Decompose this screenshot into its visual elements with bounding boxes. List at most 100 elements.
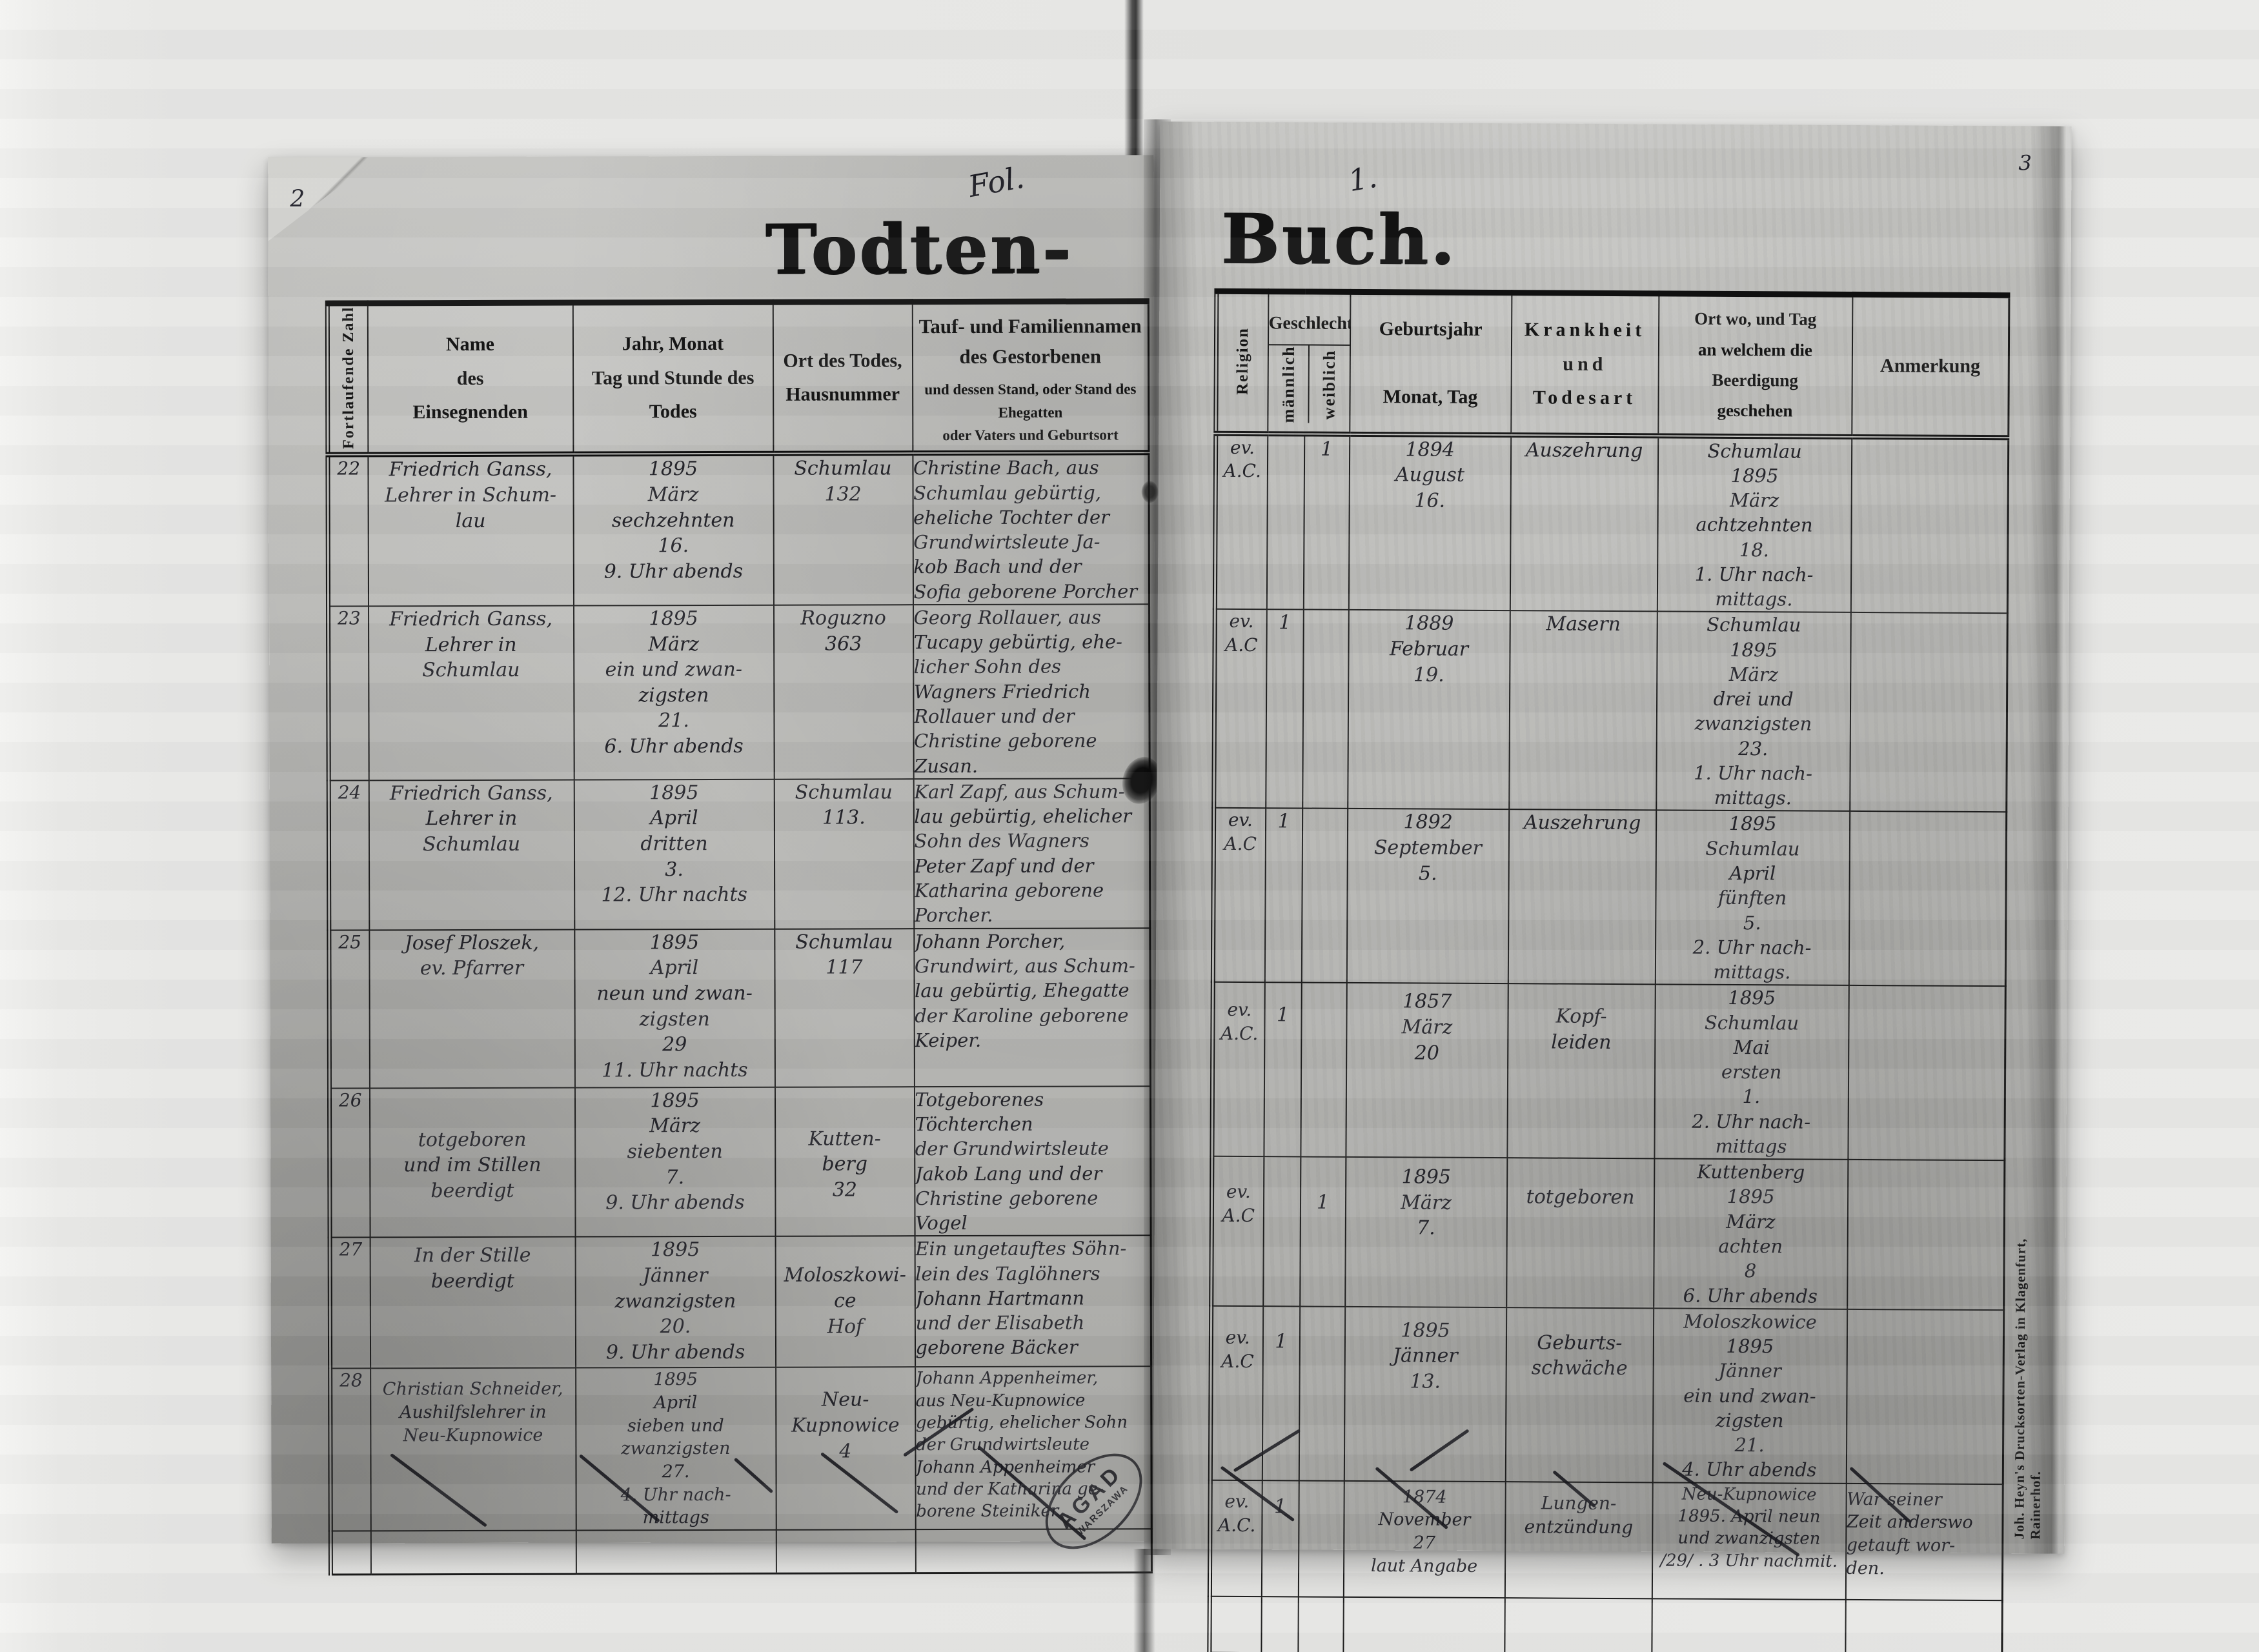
header-row: Religion Geschlecht männlich weiblich Ge… <box>1215 291 2009 438</box>
empty-cell <box>915 1528 1152 1573</box>
cell-ort: Roguzno 363 <box>773 605 914 780</box>
column-header-maennlich: männlich <box>1278 345 1298 423</box>
register-row-26: ev. A.C 1 1895 März 7. totgeboren Kutten… <box>1211 1156 2005 1310</box>
cell-anmerkung <box>1846 1309 2004 1484</box>
cell-religion: ev. A.C <box>1213 609 1267 809</box>
cell-name: Friedrich Ganss, Lehrer in Schumlau <box>369 780 574 931</box>
register-page-left: 2 Fol. Todten- Fortlaufende Zahl Name de… <box>268 155 1167 1576</box>
cell-anmerkung <box>1847 985 2006 1161</box>
cell-weiblich <box>1300 982 1347 1158</box>
empty-cancelled-row <box>330 1528 1152 1575</box>
folio-annotation: Fol. <box>966 159 1027 205</box>
cell-ort: Schumlau 117 <box>774 928 915 1087</box>
page-annotation: 1. <box>1346 159 1380 199</box>
cell-maennlich: 1 <box>1264 808 1302 983</box>
cell-geburtsjahr: 1895 März 7. <box>1344 1157 1507 1307</box>
cell-datum: 1895 März ein und zwan- zigsten 21. 6. U… <box>573 605 775 780</box>
register-page-right: 3 1. Buch. Religion Geschlecht männlich … <box>1153 121 2072 1652</box>
cell-datum: 1895 März siebenten 7. 9. Uhr abends <box>574 1087 776 1237</box>
cell-zahl: 24 <box>329 780 369 931</box>
cell-beerdigung: Schumlau 1895 März drei und zwanzigsten … <box>1656 611 1851 812</box>
register-row-25: ev. A.C. 1 1857 März 20 Kopf- leiden 189… <box>1211 982 2006 1161</box>
cell-religion: ev. A.C <box>1210 1305 1263 1480</box>
cell-anmerkung <box>1850 436 2009 614</box>
register-row-27: ev. A.C 1 1895 Jänner 13. Geburts- schwä… <box>1210 1305 2004 1484</box>
cell-person: Georg Rollauer, aus Tucapy gebürtig, ehe… <box>913 604 1150 779</box>
empty-cell <box>1651 1598 1846 1652</box>
register-row-25: 25 Josef Ploszek, ev. Pfarrer 1895 April… <box>329 928 1151 1089</box>
cell-beerdigung: Kuttenberg 1895 März achten 8 6. Uhr abe… <box>1653 1158 1848 1309</box>
cell-anmerkung <box>1849 612 2008 812</box>
empty-cell <box>1342 1597 1505 1652</box>
column-header-anmerkung: Anmerkung <box>1851 294 2009 438</box>
column-header-krankheit: Krankheit und Todesart <box>1510 292 1659 436</box>
cell-datum: 1895 April neun und zwan- zigsten 29 11.… <box>574 929 775 1088</box>
cell-religion: ev. A.C. <box>1210 1480 1262 1597</box>
cell-ort: Schumlau 132 <box>773 453 913 605</box>
cell-datum: 1895 April dritten 3. 12. Uhr nachts <box>574 779 775 930</box>
cell-krankheit: Masern <box>1508 610 1657 811</box>
empty-cell <box>330 1531 371 1575</box>
cell-person: Totgeborenes Töchterchen der Grundwirtsl… <box>914 1086 1151 1236</box>
page-number-right: 3 <box>2018 150 2032 176</box>
column-header-ort: Ort des Todes, Hausnummer <box>773 301 913 454</box>
cell-religion: ev. A.C <box>1213 808 1266 983</box>
cell-name: Friedrich Ganss, Lehrer in Schumlau <box>368 605 574 781</box>
cell-weiblich <box>1301 808 1348 983</box>
register-row-28: 28 Christian Schneider, Aushilfslehrer i… <box>330 1366 1152 1531</box>
empty-cell <box>1209 1596 1262 1652</box>
empty-cell <box>1261 1596 1299 1652</box>
empty-cell <box>370 1530 576 1575</box>
book-spine-bottom <box>1133 1549 1155 1652</box>
cell-anmerkung <box>1847 1160 2005 1310</box>
cell-zahl: 23 <box>328 606 369 781</box>
cell-weiblich: 1 <box>1299 1156 1346 1307</box>
book-spine-top <box>1124 0 1144 161</box>
page-number-left: 2 <box>290 185 305 212</box>
cell-krankheit: Auszehrung <box>1508 809 1656 985</box>
cell-person: Karl Zapf, aus Schum- lau gebürtig, ehel… <box>913 778 1150 929</box>
cell-zahl: 28 <box>330 1368 371 1531</box>
empty-cell <box>1845 1599 2003 1652</box>
cell-name: Christian Schneider, Aushilfslehrer in N… <box>370 1367 576 1531</box>
cell-zahl: 25 <box>329 930 370 1089</box>
geschlecht-subcolumns: männlich weiblich <box>1268 345 1350 423</box>
register-row-22: 22 Friedrich Ganss, Lehrer in Schum- lau… <box>327 452 1150 607</box>
cell-religion: ev. A.C. <box>1211 982 1265 1157</box>
register-row-23: ev. A.C 1 1889 Februar 19. Masern Schuml… <box>1213 609 2008 812</box>
column-header-weiblich: weiblich <box>1308 345 1350 423</box>
folded-corner <box>268 157 378 241</box>
cell-weiblich <box>1298 1480 1344 1597</box>
cell-zahl: 22 <box>327 454 369 607</box>
column-header-person: Tauf- und Familiennamen des Gestorbenen u… <box>912 301 1149 454</box>
column-header-fortlaufende-zahl-label: Fortlaufende Zahl <box>339 306 358 449</box>
cell-person: Ein ungetauftes Söhn- lein des Taglöhner… <box>915 1235 1151 1367</box>
register-row-27: 27 In der Stille beerdigt 1895 Jänner zw… <box>330 1235 1151 1369</box>
cell-datum: 1895 April sieben und zwanzigsten 27. 4.… <box>575 1367 776 1531</box>
cell-geburtsjahr: 1874 November 27 laut Angabe <box>1343 1480 1506 1598</box>
cell-beerdigung: 1895 Schumlau Mai ersten 1. 2. Uhr nach-… <box>1654 984 1849 1160</box>
cell-krankheit: totgeboren <box>1506 1158 1654 1309</box>
cell-person: Johann Porcher, Grundwirt, aus Schum- la… <box>913 928 1151 1087</box>
register-row-24: ev. A.C 1 1892 September 5. Auszehrung 1… <box>1213 808 2007 987</box>
column-header-name: Name des Einsegnenden <box>367 303 573 455</box>
geschlecht-label-box: Geschlecht <box>1268 302 1350 346</box>
cell-krankheit: Kopf- leiden <box>1506 983 1656 1159</box>
empty-cell <box>576 1529 776 1575</box>
header-row: Fortlaufende Zahl Name des Einsegnenden … <box>327 301 1149 455</box>
column-header-geschlecht: Geschlecht männlich weiblich <box>1267 291 1350 434</box>
cell-name: totgeboren und im Stillen beerdigt <box>369 1087 576 1238</box>
printer-imprint: Joh. Heyn's Drucksorten-Verlag in Klagen… <box>2011 1238 2043 1540</box>
cell-weiblich <box>1299 1306 1345 1481</box>
cell-anmerkung <box>1849 811 2007 987</box>
cell-ort: Moloszkowi- ce Hof <box>775 1236 915 1368</box>
cell-krankheit: Lungen- entzündung <box>1504 1481 1653 1598</box>
cell-beerdigung: Moloszkowice 1895 Jänner ein und zwan- z… <box>1652 1308 1847 1484</box>
cell-krankheit: Auszehrung <box>1510 434 1658 612</box>
cell-name: Josef Ploszek, ev. Pfarrer <box>369 929 575 1089</box>
cell-name: Friedrich Ganss, Lehrer in Schum- lau <box>367 454 574 607</box>
death-register-table-left: Fortlaufende Zahl Name des Einsegnenden … <box>325 298 1153 1576</box>
cell-geburtsjahr: 1894 August 16. <box>1348 434 1511 611</box>
book-title-left: Todten- <box>765 208 1073 290</box>
